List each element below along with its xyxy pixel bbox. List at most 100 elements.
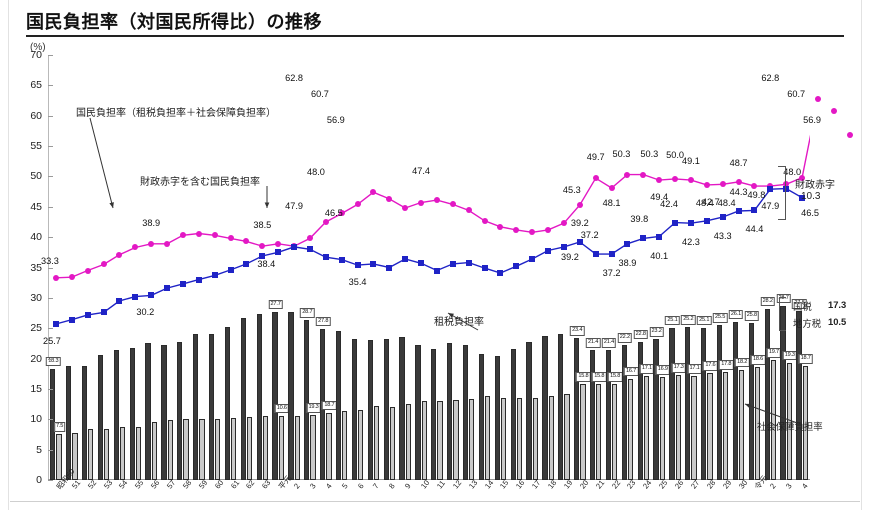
data-point-pink bbox=[608, 184, 615, 191]
y-axis-tick-mark bbox=[48, 297, 53, 299]
point-value-label-deficit: 56.9 bbox=[326, 114, 345, 125]
bar-tax-burden bbox=[526, 341, 532, 480]
y-axis-tick-mark bbox=[48, 480, 53, 481]
data-point-blue bbox=[672, 219, 679, 226]
data-point-pink bbox=[164, 240, 171, 247]
bar-social-security bbox=[278, 415, 284, 480]
x-axis-tick: 25 bbox=[657, 478, 670, 491]
bar-tax-burden bbox=[304, 320, 310, 480]
point-value-label-deficit: 60.7 bbox=[310, 89, 329, 100]
y-axis-tick-mark bbox=[48, 388, 53, 390]
data-point-pink bbox=[322, 218, 329, 225]
bar-social-security bbox=[532, 398, 538, 480]
point-value-label-deficit: 62.8 bbox=[285, 72, 304, 83]
point-value-label-burden: 44.3 bbox=[729, 187, 748, 198]
data-point-pink bbox=[418, 199, 425, 206]
x-axis-tick: 2 bbox=[292, 481, 302, 491]
data-point-blue bbox=[370, 260, 377, 267]
point-value-label-deficit: 49.7 bbox=[586, 152, 605, 163]
bar-tax-burden bbox=[193, 334, 199, 480]
data-point-pink bbox=[624, 171, 631, 178]
bar-tax-burden bbox=[97, 354, 104, 480]
data-point-blue bbox=[656, 233, 663, 240]
data-point-pink bbox=[687, 177, 694, 184]
bar-social-security bbox=[627, 378, 634, 480]
x-axis-tick: 56 bbox=[149, 478, 162, 491]
x-axis-tick: 18 bbox=[546, 478, 559, 491]
bar-value-label-tax: 18.3 bbox=[46, 356, 61, 367]
point-value-label-deficit: 50.0 bbox=[666, 150, 685, 161]
data-point-blue bbox=[529, 256, 536, 262]
bar-value-label-tax: 26.1 bbox=[728, 309, 744, 320]
data-point-blue bbox=[227, 266, 234, 273]
page-border-right bbox=[861, 0, 862, 510]
x-axis-tick: 10 bbox=[419, 478, 432, 491]
bar-tax-burden bbox=[764, 308, 770, 480]
x-axis-tick: 16 bbox=[514, 478, 527, 491]
x-axis-tick: 59 bbox=[196, 478, 210, 491]
bar-social-security bbox=[358, 410, 364, 480]
bar-social-security bbox=[183, 419, 189, 480]
bar-tax-burden bbox=[224, 327, 231, 480]
data-point-blue bbox=[132, 293, 139, 300]
bar-value-label-tax: 25.5 bbox=[712, 313, 728, 323]
bar-social-security bbox=[88, 429, 94, 480]
data-point-blue bbox=[259, 252, 266, 259]
bar-social-security bbox=[691, 376, 697, 480]
bar-tax-burden bbox=[145, 342, 151, 480]
y-axis-tick: 30 bbox=[30, 291, 42, 304]
data-point-blue bbox=[624, 240, 631, 247]
bar-tax-burden bbox=[653, 339, 659, 480]
x-axis-tick: 29 bbox=[720, 478, 733, 491]
x-axis-tick: 28 bbox=[704, 478, 718, 491]
point-value-label-burden: 42.7 bbox=[701, 196, 720, 207]
bar-value-label-tax: 22.2 bbox=[617, 333, 633, 343]
data-point-pink bbox=[465, 207, 472, 214]
data-point-pink bbox=[799, 174, 806, 181]
data-point-blue bbox=[211, 272, 218, 279]
bar-social-security bbox=[231, 418, 237, 480]
y-axis-tick-mark bbox=[48, 267, 53, 269]
bar-social-security bbox=[437, 401, 443, 480]
data-point-pink bbox=[179, 232, 186, 239]
bar-social-security bbox=[56, 434, 62, 480]
bar-social-security bbox=[516, 398, 523, 480]
point-value-label-burden: 47.9 bbox=[285, 201, 304, 212]
bar-tax-burden bbox=[240, 317, 246, 480]
point-value-label-deficit: 48.7 bbox=[729, 158, 748, 169]
x-axis-tick: 14 bbox=[482, 478, 495, 491]
bar-value-label-tax: 23.2 bbox=[649, 327, 664, 337]
x-axis-tick: 4 bbox=[323, 481, 334, 491]
bar-tax-burden bbox=[701, 327, 707, 480]
data-point-pink bbox=[735, 178, 742, 185]
bar-social-security bbox=[802, 366, 808, 480]
data-point-pink bbox=[656, 177, 663, 184]
data-point-pink bbox=[227, 235, 234, 242]
bar-social-security bbox=[246, 417, 253, 480]
bar-tax-burden bbox=[637, 341, 643, 480]
point-value-label-deficit: 48.4 bbox=[695, 198, 714, 209]
x-axis-tick: 30 bbox=[736, 478, 749, 491]
y-axis-tick: 5 bbox=[36, 443, 42, 456]
data-point-blue bbox=[449, 260, 456, 267]
x-axis-tick: 62 bbox=[244, 478, 257, 491]
bar-value-label-tax: 27.8 bbox=[315, 316, 331, 327]
data-point-blue bbox=[481, 265, 488, 272]
data-point-blue bbox=[735, 208, 742, 215]
y-axis-tick-mark bbox=[48, 449, 53, 451]
bar-social-security bbox=[104, 429, 110, 480]
y-axis-tick-mark bbox=[48, 358, 53, 360]
bar-tax-burden bbox=[161, 345, 167, 480]
point-value-label-deficit: 50.3 bbox=[612, 148, 631, 159]
point-value-label-burden: 42.3 bbox=[681, 237, 700, 248]
bar-social-security bbox=[707, 373, 713, 480]
bar-tax-burden bbox=[621, 345, 627, 480]
bar-tax-burden bbox=[589, 350, 596, 480]
bar-social-security bbox=[199, 419, 205, 480]
point-value-label-deficit: 49.4 bbox=[650, 192, 669, 203]
x-axis-tick: 19 bbox=[561, 478, 575, 491]
x-axis-tick: 2 bbox=[768, 481, 779, 491]
bar-tax-burden bbox=[351, 339, 358, 480]
point-value-label-burden: 37.2 bbox=[580, 230, 599, 241]
